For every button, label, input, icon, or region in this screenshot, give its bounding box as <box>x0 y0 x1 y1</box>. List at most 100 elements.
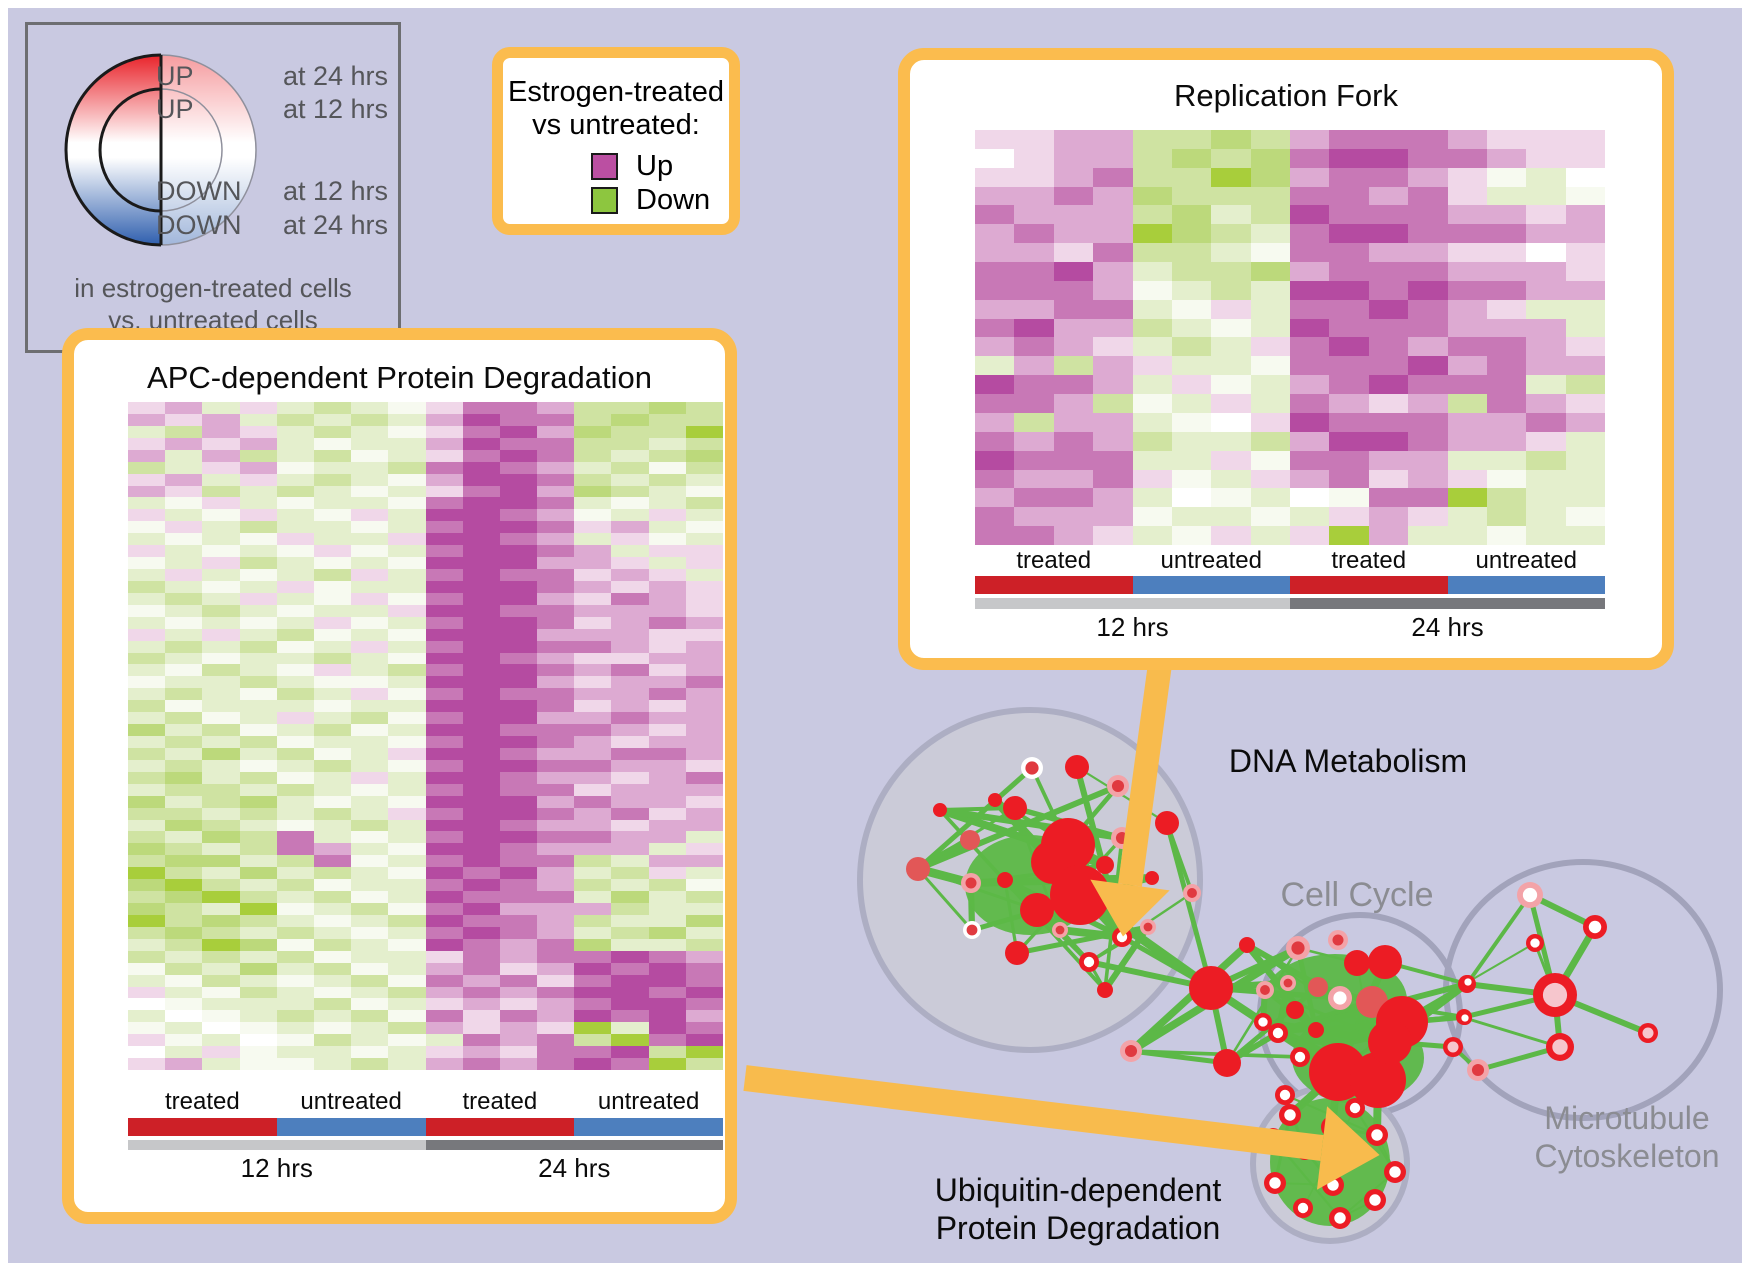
heatmap-cell <box>1447 280 1487 300</box>
heatmap-cell <box>276 795 314 808</box>
heatmap-cell <box>165 831 203 844</box>
heatmap-cell <box>1093 356 1133 376</box>
heatmap-cell <box>685 903 723 915</box>
heatmap-cell <box>574 926 612 939</box>
heatmap-cell <box>537 1034 575 1047</box>
heatmap-cell <box>685 1010 723 1023</box>
heatmap-cell <box>1368 526 1409 545</box>
heatmap-cell <box>1053 186 1094 206</box>
heatmap-cell <box>1250 224 1290 244</box>
heatmap-cell <box>1171 488 1212 508</box>
heatmap-cell <box>313 914 352 927</box>
heatmap-cell <box>1250 488 1290 508</box>
heatmap-cell <box>313 795 352 808</box>
heatmap-cell <box>128 950 166 963</box>
heatmap-cell <box>388 1022 426 1035</box>
heatmap-cell <box>1408 186 1448 206</box>
heatmap-cell <box>1565 469 1605 489</box>
heatmap-cell <box>165 998 203 1011</box>
ring-inner-left-stroke <box>98 87 162 213</box>
heatmap-cell <box>202 1058 240 1070</box>
heatmap-cell <box>1526 299 1566 319</box>
heatmap-cell <box>1329 431 1369 451</box>
heatmap-cell <box>1132 299 1172 319</box>
heatmap-cell <box>1408 224 1448 244</box>
heatmap-cell <box>1014 526 1054 545</box>
heatmap-cell <box>574 604 612 617</box>
heatmap-cell <box>202 580 240 593</box>
heatmap-cell <box>1526 450 1566 470</box>
heatmap-cell <box>462 1034 500 1047</box>
treatment-group-label: treated <box>462 1088 538 1115</box>
heatmap-cell <box>1290 243 1330 263</box>
heatmap-cell <box>276 700 314 713</box>
ring-label-up-24: UP <box>156 61 194 91</box>
heatmap-cell <box>574 461 612 474</box>
heatmap-cell <box>128 712 166 725</box>
heatmap-cell <box>202 676 240 689</box>
heatmap-cell <box>1368 412 1409 432</box>
heatmap-cell <box>239 903 277 915</box>
heatmap-cell <box>1132 431 1172 451</box>
node-gene-center <box>1332 934 1344 946</box>
node-gene <box>1097 982 1113 998</box>
heatmap-cell <box>239 759 277 772</box>
heatmap-cell <box>128 724 166 736</box>
heatmap-cell <box>611 640 649 653</box>
heatmap-cell <box>611 652 649 665</box>
heatmap-cell <box>351 962 389 975</box>
heatmap-cell <box>499 986 538 999</box>
heatmap-cell <box>239 652 277 665</box>
heatmap-cell <box>202 688 240 701</box>
heatmap-cell <box>1408 488 1448 508</box>
heatmap-cell <box>648 795 686 808</box>
heatmap-cell <box>1526 148 1566 168</box>
heatmap-cell <box>1250 130 1290 149</box>
heatmap-cell <box>685 795 723 808</box>
heatmap-cell <box>128 676 166 689</box>
heatmap-cell <box>1211 469 1251 489</box>
heatmap-cell <box>462 569 500 581</box>
heatmap-cell <box>685 759 723 772</box>
heatmap-cell <box>1014 280 1054 300</box>
heatmap-cell <box>313 700 352 713</box>
heatmap-cell <box>537 509 575 522</box>
heatmap-cell <box>611 712 649 725</box>
heatmap-cell <box>276 1022 314 1035</box>
heatmap-cell <box>388 402 426 414</box>
heatmap-cell <box>462 425 500 438</box>
heatmap-cell <box>1093 375 1133 395</box>
heatmap-cell <box>239 1034 277 1047</box>
node-gene-center <box>966 924 978 936</box>
heatmap-cell <box>1014 243 1054 263</box>
node-gene <box>1155 811 1179 835</box>
heatmap-cell <box>165 712 203 725</box>
heatmap-cell <box>685 831 723 844</box>
heatmap-cell <box>574 938 612 951</box>
heatmap-cell <box>388 879 426 892</box>
heatmap-cell <box>574 712 612 725</box>
heatmap-cell <box>1211 130 1251 149</box>
heatmap-cell <box>202 557 240 569</box>
heatmap-cell <box>239 1058 277 1070</box>
heatmap-cell <box>1329 337 1369 357</box>
heatmap-cell <box>351 879 389 892</box>
time-bar <box>1290 598 1605 609</box>
heatmap-cell <box>425 557 463 569</box>
heatmap-cell <box>388 974 426 987</box>
heatmap-cell <box>1250 394 1290 413</box>
replication-fork-panel: Replication Fork treated untreated treated… <box>898 48 1674 670</box>
heatmap-cell <box>351 1046 389 1059</box>
heatmap-cell <box>1565 224 1605 244</box>
heatmap-cell <box>611 807 649 820</box>
heatmap-cell <box>1211 167 1251 187</box>
heatmap-cell <box>1447 394 1487 413</box>
heatmap-cell <box>462 974 500 987</box>
treatment-group-label: untreated <box>1160 547 1262 574</box>
node-gene <box>1286 1001 1304 1019</box>
heatmap-cell <box>128 795 166 808</box>
heatmap-cell <box>1290 262 1330 281</box>
heatmap-cell <box>276 903 314 915</box>
heatmap-cell <box>1014 507 1054 527</box>
heatmap-cell <box>499 461 538 474</box>
